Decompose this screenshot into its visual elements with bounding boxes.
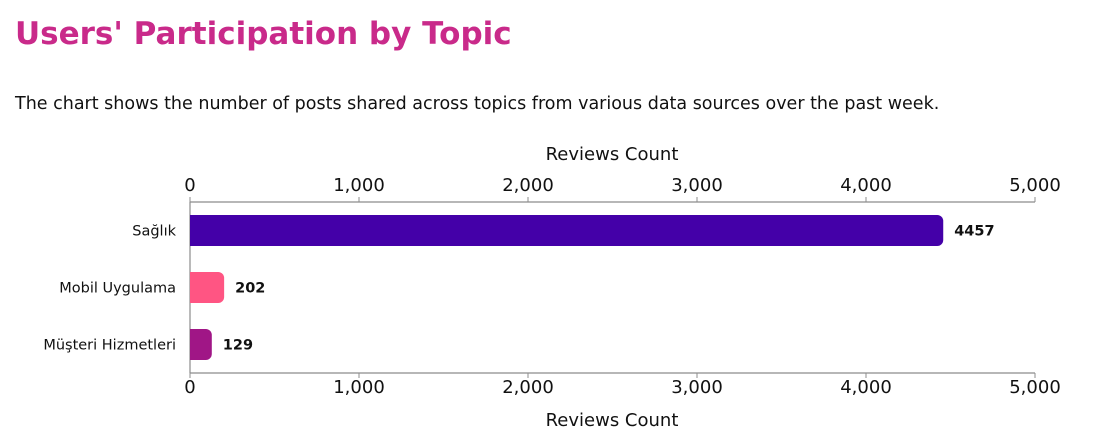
bar-left-edge bbox=[190, 272, 198, 303]
x-tick-label-top: 5,000 bbox=[1009, 175, 1061, 196]
x-tick-label-bottom: 4,000 bbox=[840, 377, 892, 398]
x-tick-label-bottom: 5,000 bbox=[1009, 377, 1061, 398]
data-label: 202 bbox=[235, 281, 265, 297]
bar-left-edge bbox=[190, 215, 198, 246]
x-axis-title-bottom: Reviews Count bbox=[546, 410, 679, 431]
x-tick-label-top: 0 bbox=[184, 175, 195, 196]
data-label: 4457 bbox=[954, 224, 994, 240]
category-label: Sağlık bbox=[132, 224, 176, 240]
x-tick-label-top: 3,000 bbox=[671, 175, 723, 196]
bar bbox=[190, 272, 225, 303]
x-tick-label-top: 1,000 bbox=[333, 175, 385, 196]
x-tick-label-bottom: 3,000 bbox=[671, 377, 723, 398]
x-tick-label-top: 2,000 bbox=[502, 175, 554, 196]
category-label: Müşteri Hizmetleri bbox=[43, 338, 176, 354]
bar bbox=[190, 215, 944, 246]
data-label: 129 bbox=[223, 338, 253, 354]
x-tick-label-bottom: 1,000 bbox=[333, 377, 385, 398]
x-axis-bottom: 0 1,000 2,000 3,000 4,000 5,000 bbox=[184, 373, 1061, 398]
x-tick-label-bottom: 2,000 bbox=[502, 377, 554, 398]
bar-chart: Reviews Count 0 1,000 2,000 3,000 4,000 5,000… bbox=[43, 144, 1061, 431]
bars-group: Sağlık 4457 Mobil Uygulama 202 Müşteri Hizme… bbox=[43, 215, 995, 360]
page-title: Users' Participation by Topic bbox=[15, 16, 512, 52]
x-axis-title-top: Reviews Count bbox=[546, 144, 679, 165]
category-label: Mobil Uygulama bbox=[59, 281, 176, 297]
x-tick-label-bottom: 0 bbox=[184, 377, 195, 398]
bar-left-edge bbox=[190, 329, 198, 360]
x-axis-top: 0 1,000 2,000 3,000 4,000 5,000 bbox=[184, 175, 1061, 202]
x-tick-label-top: 4,000 bbox=[840, 175, 892, 196]
page-subtitle: The chart shows the number of posts shar… bbox=[15, 94, 940, 114]
